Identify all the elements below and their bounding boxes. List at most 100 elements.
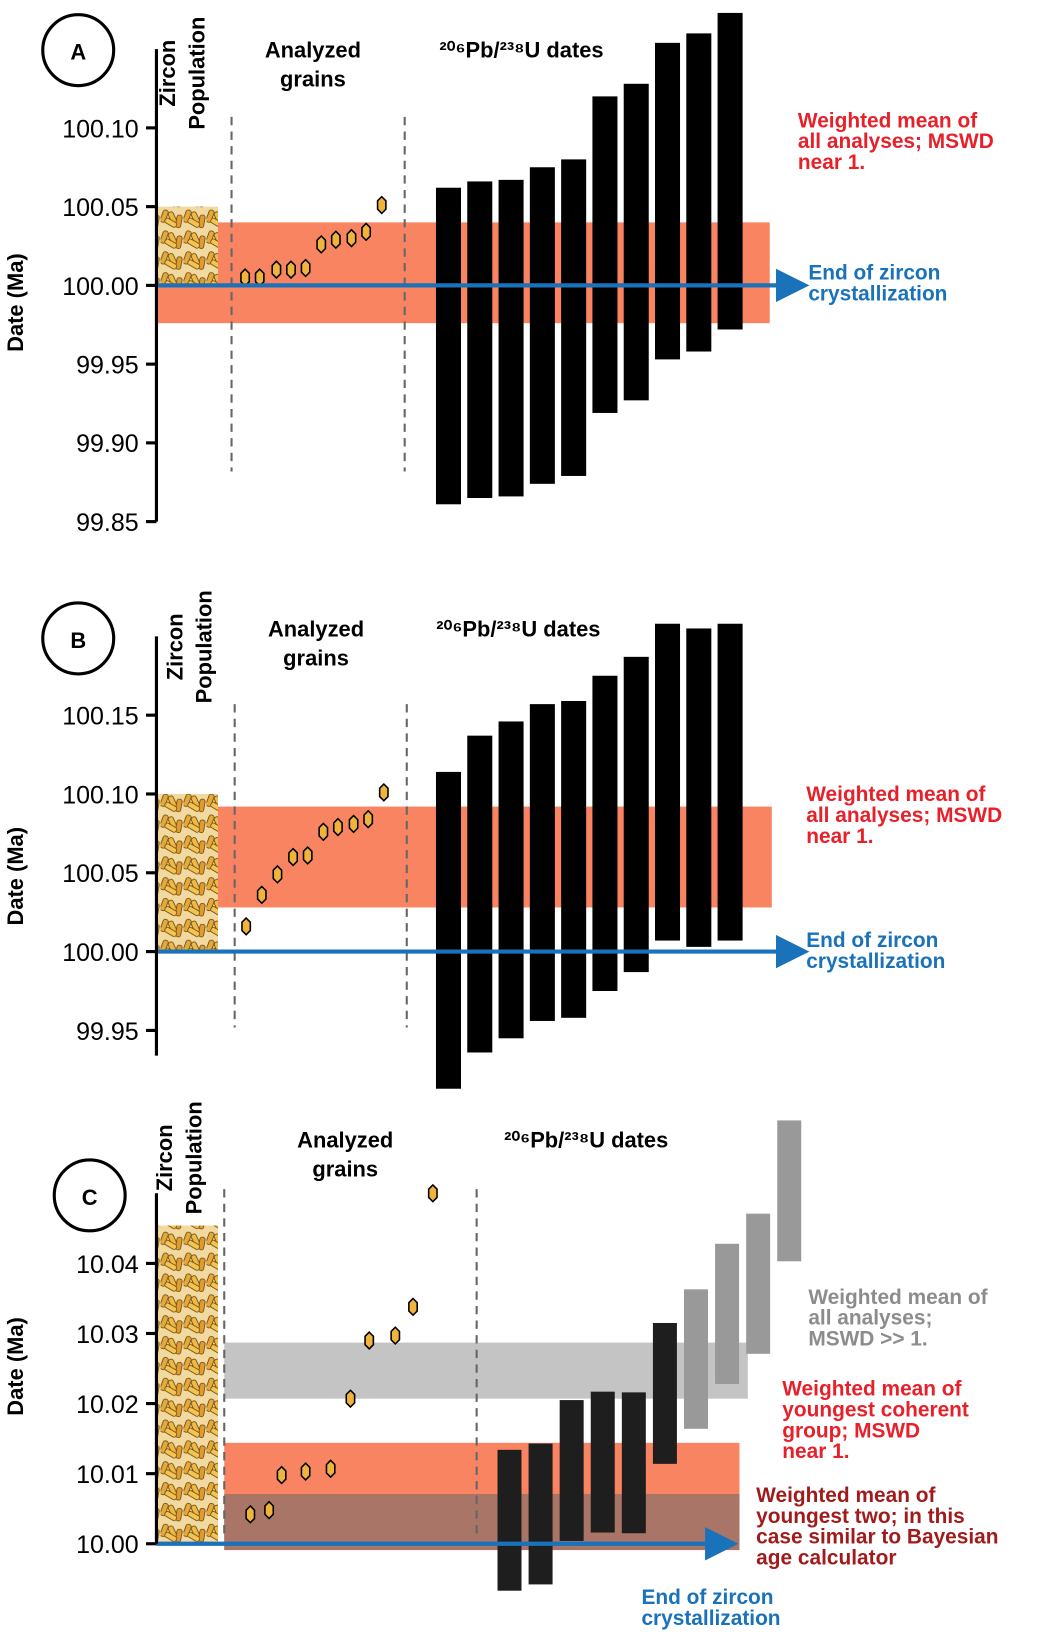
grain [378,782,389,802]
grain [300,1462,311,1482]
grain [241,916,252,936]
y-tick-label: 100.10 [62,781,139,809]
annotation-line: age calculator [756,1547,896,1570]
annotation-line: End of zircon [641,1586,773,1609]
date-bar [655,623,681,941]
annotation-line: Weighted mean of [808,1286,987,1309]
y-tick-label: 100.10 [62,115,139,143]
panel-label: B [70,628,86,653]
population-label: Zircon [155,40,180,107]
y-tick-label: 99.95 [76,352,139,380]
annotation-line: group; MSWD [782,1419,920,1442]
date-bar [528,1443,553,1585]
date-bar [746,1213,771,1354]
y-tick-label: 10.00 [76,1531,139,1559]
date-bar [652,1322,677,1464]
annotation-line: all analyses; [808,1307,932,1330]
y-tick-label: 99.85 [76,509,139,537]
grain [363,809,374,829]
annotation: Weighted mean of youngest coherent group; … [782,1378,969,1464]
y-tick-label: 99.90 [76,430,139,458]
date-bar [715,1243,740,1384]
date-bar [467,181,493,498]
zircon-population [157,793,218,952]
annotation-line: near 1. [798,151,865,174]
date-bar [561,700,587,1018]
y-tick-label: 10.01 [76,1461,139,1489]
date-bar [717,623,743,941]
date-bar [529,167,555,484]
annotation: Weighted mean of all analyses; MSWD near 1… [806,783,1002,848]
annotation-line: End of zircon [808,262,940,285]
annotation: Weighted mean of all analyses; MSWD near 1… [798,109,994,174]
grain [408,1297,418,1317]
y-tick-label: 100.05 [62,860,139,888]
dates-label: ²⁰⁶Pb/²³⁸U dates [439,37,603,62]
date-bar [529,704,555,1021]
annotation-line: case similar to Bayesian [756,1526,998,1549]
annotation-line: all analyses; MSWD [806,804,1002,827]
annotation-line: crystallization [808,282,947,305]
annotation-line: grains [312,1157,378,1182]
date-bar [717,12,743,330]
date-bar [592,96,618,413]
grain [245,1504,256,1524]
grain [276,1465,287,1485]
annotation-line: Analyzed [268,616,364,641]
panel-label: C [82,1185,98,1210]
annotation-line: all analyses; MSWD [798,130,994,153]
population-label: Population [192,590,217,703]
grain [286,260,296,280]
grain [264,1500,275,1520]
annotation: End of zircon crystallization [641,1586,780,1630]
date-bar [498,179,524,497]
grain [316,234,327,254]
grain [300,258,311,278]
grain [348,814,359,834]
population-label: Zircon [152,1124,177,1191]
date-bar [623,83,649,401]
annotation-line: youngest coherent [782,1399,969,1422]
date-bar [590,1391,615,1533]
y-axis-label: Date (Ma) [3,1317,28,1416]
annotation: End of zircon crystallization [808,262,947,306]
annotation-line: Weighted mean of [806,783,985,806]
annotation-line: End of zircon [806,929,938,952]
grain [390,1326,401,1346]
date-bar [467,735,493,1053]
date-bar [561,159,587,476]
date-bar [623,656,649,973]
annotation-line: Weighted mean of [782,1378,961,1401]
grain [361,222,372,242]
y-tick-label: 100.00 [62,273,139,301]
grain [318,822,329,842]
panel: Weighted mean of all analyses; MSWD near 1… [3,590,1002,1089]
date-bar [686,33,712,352]
annotation-line: Weighted mean of [798,109,977,132]
panel: Weighted mean of all analyses; MSWD near 1… [3,12,994,537]
date-bar [559,1400,584,1541]
grain [272,864,283,884]
grain [271,260,282,280]
date-bar [686,628,712,947]
date-bar [498,721,524,1039]
y-tick-label: 10.03 [76,1321,139,1349]
y-axis-label: Date (Ma) [3,827,28,926]
date-bar [621,1392,646,1534]
date-bar [777,1120,802,1262]
zircon-population [157,1225,218,1544]
annotation-line: crystallization [641,1607,780,1630]
annotation: Weighted mean of youngest two; in this cas… [756,1484,998,1570]
annotation: Analyzed grains [265,37,361,91]
population-label: Population [181,1101,206,1214]
grain [325,1459,336,1479]
annotation-line: Analyzed [297,1127,393,1152]
grain [288,847,299,867]
annotation: Analyzed grains [268,616,364,670]
dates-label: ²⁰⁶Pb/²³⁸U dates [436,616,600,641]
annotation-line: MSWD >> 1. [808,1328,927,1351]
grain [427,1183,438,1203]
y-tick-label: 100.05 [62,194,139,222]
population-label: Zircon [163,613,188,680]
